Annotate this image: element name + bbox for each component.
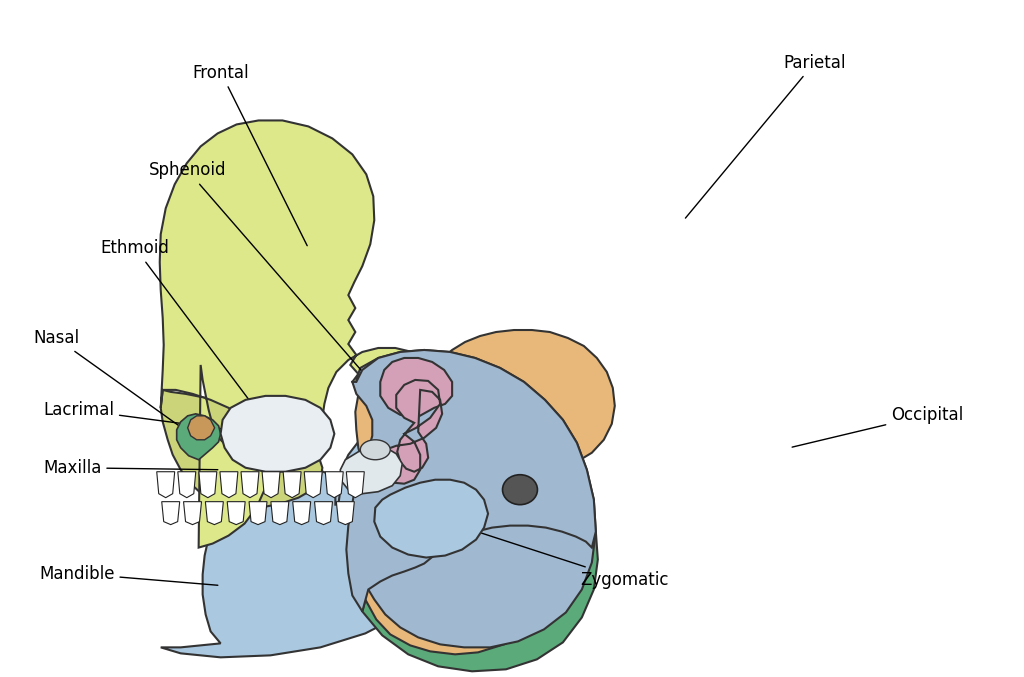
Text: Zygomatic: Zygomatic [442,521,669,588]
Text: Maxilla: Maxilla [43,459,218,477]
Text: Lacrimal: Lacrimal [43,401,242,431]
Polygon shape [346,472,365,498]
Polygon shape [220,396,335,472]
Polygon shape [220,472,238,498]
Polygon shape [314,502,333,525]
Polygon shape [161,390,323,508]
Polygon shape [375,480,488,558]
Polygon shape [304,472,323,498]
Polygon shape [293,502,310,525]
Text: Temporal: Temporal [494,443,577,461]
Polygon shape [271,502,289,525]
Polygon shape [326,472,343,498]
Polygon shape [380,358,453,418]
Polygon shape [382,380,442,483]
Ellipse shape [360,440,390,460]
Polygon shape [352,330,614,655]
Polygon shape [206,502,223,525]
Polygon shape [187,416,215,440]
Polygon shape [227,502,245,525]
Polygon shape [162,502,179,525]
Polygon shape [241,472,259,498]
Text: Mandible: Mandible [39,565,218,585]
Polygon shape [183,502,202,525]
Polygon shape [284,472,301,498]
Text: Occipital: Occipital [793,406,964,447]
Polygon shape [243,408,279,442]
Polygon shape [249,502,267,525]
Polygon shape [177,414,220,460]
Polygon shape [354,350,596,647]
Polygon shape [362,525,598,672]
Ellipse shape [503,475,538,504]
Text: Ethmoid: Ethmoid [100,239,261,416]
Polygon shape [160,121,451,548]
Polygon shape [340,447,402,494]
Polygon shape [161,428,451,657]
Text: Nasal: Nasal [33,329,197,438]
Polygon shape [336,502,354,525]
Text: Sphenoid: Sphenoid [148,161,402,418]
Polygon shape [262,472,280,498]
Polygon shape [157,472,175,498]
Text: Frontal: Frontal [193,64,307,246]
Polygon shape [199,472,217,498]
Polygon shape [346,350,596,611]
Text: Parietal: Parietal [685,53,846,218]
Polygon shape [178,472,196,498]
